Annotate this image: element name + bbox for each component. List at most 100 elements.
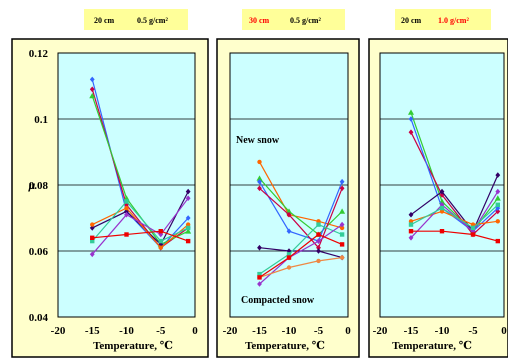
panel-2-series-2-point-0 — [257, 178, 262, 185]
panel-1-x-tick-label-2: -10 — [119, 325, 134, 337]
panel-2-series-4-point-0 — [257, 244, 262, 251]
panel-3-series-6-point-1 — [439, 205, 445, 211]
panel-1-header-density: 0.5 g/cm² — [137, 16, 168, 25]
panel-3-x-tick-label-3: -5 — [468, 325, 478, 337]
y-tick-label-4: 0.12 — [29, 48, 49, 60]
panel-1-series-5-point-2 — [158, 238, 163, 244]
panel-3-series-0-point-3 — [494, 195, 501, 201]
panel-1: 20 cm 0.5 g/cm² 0.04 0.06 0.08 0.1 0.12 μ -20 -… — [11, 9, 209, 358]
panel-1-x-tick-label-4: 0 — [192, 325, 198, 337]
y-tick-label-0: 0.04 — [29, 312, 49, 324]
panel-2-series-0-line — [258, 161, 343, 229]
panel-2-series-2-point-1 — [286, 228, 292, 234]
panel-3-header-depth: 20 cm — [401, 16, 422, 25]
panel-3-series-4-point-3 — [495, 219, 500, 224]
panel-1-x-axis-title: Temperature, ℃ — [93, 340, 173, 352]
panel-3-series-0-point-0 — [408, 109, 414, 115]
panel-2: 30 cm 0.5 g/cm² -20 -15 -10 -5 0 Temperature,… — [216, 9, 360, 358]
panel-2-x-tick-label-2: -10 — [282, 325, 297, 337]
panel-3-series-1-point-1 — [439, 192, 445, 198]
panel-2-series-4-line — [259, 247, 343, 259]
panel-2-annotation-1: Compacted snow — [241, 295, 315, 306]
panel-2-series-6-point-2 — [316, 238, 321, 244]
y-tick-label-2: 0.08 — [29, 180, 49, 192]
panel-2-series-8-point-1 — [286, 255, 292, 260]
panel-2-series-7-point-3 — [339, 255, 345, 260]
panel-1-x-tick-label-0: -20 — [51, 325, 66, 337]
panel-3: 20 cm 1.0 g/cm² -20 -15 -10 -5 0 Temperature,… — [368, 9, 508, 358]
panel-2-x-axis-title: Temperature, ℃ — [245, 340, 325, 352]
panel-1-series-4-point-2 — [158, 245, 163, 250]
panel-2-series-7-point-1 — [286, 265, 292, 270]
panel-2-series-0-point-3 — [339, 225, 345, 231]
panel-2-series-6-point-3 — [339, 221, 345, 228]
panel-1-series-4-point-1 — [124, 205, 129, 211]
panel-2-header-density: 0.5 g/cm² — [290, 16, 321, 25]
panel-1-x-tick-label-1: -15 — [85, 325, 100, 337]
panel-3-header-density: 1.0 g/cm² — [438, 16, 469, 25]
panel-2-x-tick-label-3: -5 — [314, 325, 324, 337]
panel-2-series-5-point-1 — [286, 252, 292, 257]
panel-2-series-5-point-0 — [257, 271, 262, 277]
panel-1-series-6-line — [91, 197, 189, 255]
panel-1-series-6-point-3 — [185, 195, 191, 201]
panel-2-plot: -20 -15 -10 -5 0 Temperature, ℃ New snow Compac… — [223, 52, 351, 352]
panel-3-series-5-point-3 — [495, 188, 501, 195]
panel-3-x-axis-title: Temperature, ℃ — [392, 340, 472, 352]
panel-1-series-6-point-1 — [124, 211, 129, 218]
panel-3-series-6-line — [410, 204, 499, 229]
panel-2-series-1-point-3 — [339, 208, 346, 214]
panel-1-series-3-point-3 — [185, 188, 191, 195]
panel-1-series-5-line — [91, 200, 189, 242]
panel-2-series-3-point-0 — [257, 185, 262, 192]
panel-1-header-box — [84, 9, 188, 30]
panel-3-series-5-point-2 — [470, 228, 476, 234]
panel-3-series-3-point-1 — [439, 188, 445, 195]
panel-1-series-0-point-0 — [89, 76, 95, 83]
panel-3-series-5-point-1 — [439, 202, 445, 208]
panel-2-series-5-line — [259, 223, 343, 275]
panel-1-x-tick-label-3: -5 — [156, 325, 166, 337]
panel-1-series-1-point-1 — [124, 202, 129, 208]
panel-3-series-7-point-2 — [470, 232, 476, 237]
panel-2-annotation-0: New snow — [236, 135, 280, 146]
panel-1-series-7-point-3 — [185, 238, 191, 244]
panel-1-series-2-point-3 — [185, 228, 192, 234]
panel-2-series-8-point-2 — [316, 232, 321, 237]
panel-3-series-5-point-0 — [408, 235, 414, 241]
panel-2-series-2-point-3 — [339, 178, 345, 185]
panel-2-header-depth: 30 cm — [249, 16, 270, 25]
panel-2-series-3-line — [259, 187, 343, 249]
panel-3-series-3-point-0 — [408, 211, 414, 218]
panel-3-series-2-line — [410, 118, 499, 232]
panel-2-series-8-point-0 — [257, 275, 262, 280]
panel-1-series-1-point-0 — [89, 86, 95, 93]
panel-1-series-7-point-2 — [158, 229, 163, 234]
panel-2-series-6-line — [259, 224, 343, 285]
panel-3-x-tick-label-2: -10 — [435, 325, 450, 337]
panel-3-header-box — [395, 9, 491, 30]
panel-3-series-7-line — [411, 230, 498, 242]
panel-3-series-3-point-3 — [495, 172, 501, 178]
panel-3-series-7-point-1 — [439, 229, 445, 234]
panel-3-series-7-point-0 — [408, 229, 414, 234]
panel-3-series-3-line — [410, 174, 499, 233]
panel-3-series-6-point-0 — [408, 222, 414, 227]
panel-2-series-4-point-2 — [316, 248, 321, 254]
panel-2-series-1-line — [259, 178, 343, 236]
panel-1-series-3-point-0 — [89, 225, 95, 231]
panel-1-header-depth: 20 cm — [94, 16, 115, 25]
panel-3-plot: -20 -15 -10 -5 0 Temperature, ℃ — [373, 52, 507, 352]
panel-3-series-2-point-0 — [408, 116, 414, 122]
panel-1-series-2-point-1 — [123, 195, 130, 201]
panel-3-series-6-point-2 — [470, 225, 476, 231]
panel-1-plot: 0.04 0.06 0.08 0.1 0.12 μ -20 -15 -10 -5 0 Temperat… — [28, 48, 199, 352]
panel-1-series-7-line — [92, 230, 189, 242]
panel-2-series-7-line — [259, 257, 343, 278]
panel-2-x-tick-label-4: 0 — [345, 325, 351, 337]
panel-1-series-6-point-0 — [89, 251, 95, 258]
panel-2-series-0-point-0 — [257, 159, 262, 165]
panel-2-series-1-point-0 — [256, 175, 263, 181]
panel-3-x-tick-label-0: -20 — [373, 325, 388, 337]
